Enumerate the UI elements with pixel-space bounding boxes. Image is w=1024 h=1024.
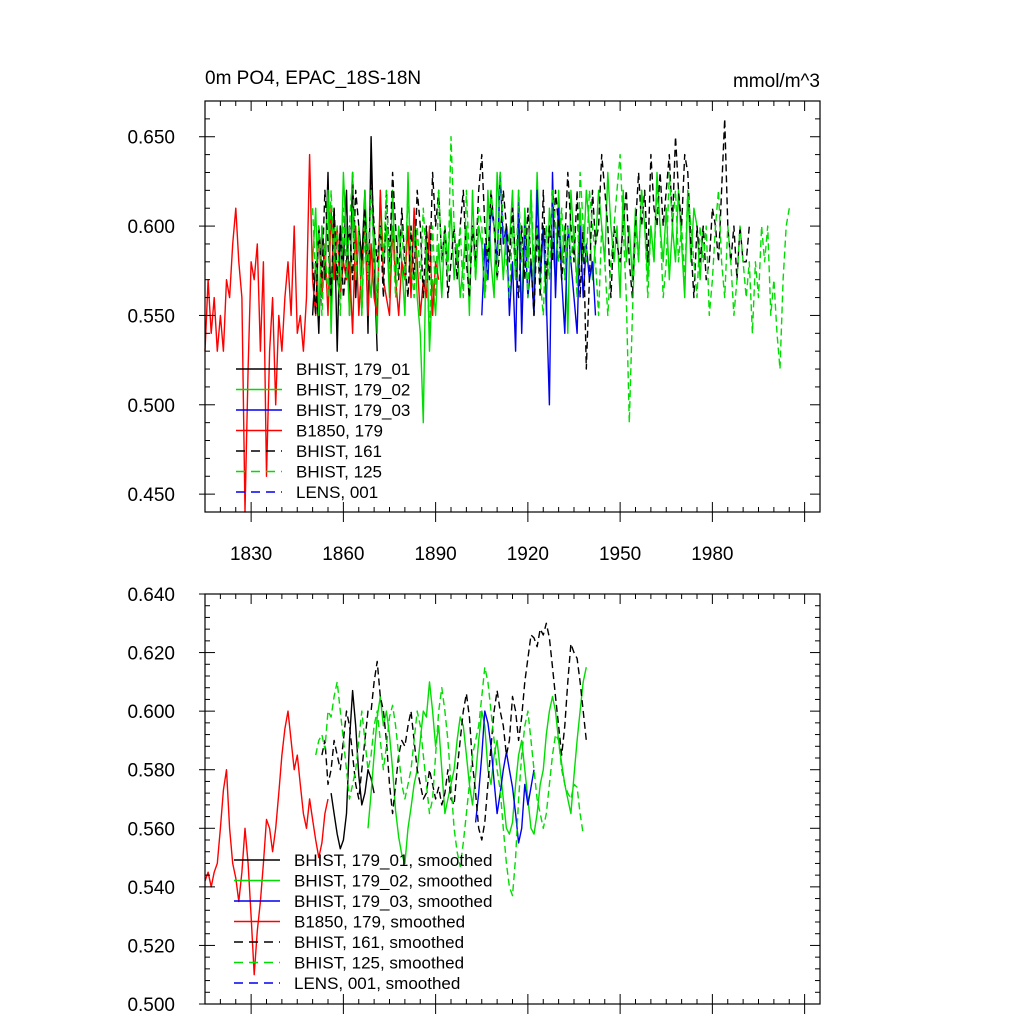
legend-label: LENS, 001 bbox=[296, 483, 378, 502]
x-tick-label: 1950 bbox=[599, 544, 641, 565]
x-tick-label: 1980 bbox=[691, 544, 733, 565]
legend-label: BHIST, 179_02, smoothed bbox=[294, 872, 492, 891]
tick-labels: 1830 1860 1890 1920 1950 1980 0.450 0.500 0.550 0… bbox=[127, 128, 733, 565]
legend-label: BHIST, 179_03, smoothed bbox=[294, 892, 492, 911]
legend-label: BHIST, 179_01, smoothed bbox=[294, 851, 492, 870]
y-tick-label: 0.550 bbox=[127, 306, 175, 327]
legend-label: BHIST, 125, smoothed bbox=[294, 954, 464, 973]
y-tick-label: 0.600 bbox=[127, 217, 175, 238]
legend-label: LENS, 001, smoothed bbox=[294, 974, 460, 993]
series-line-3 bbox=[474, 710, 535, 844]
legend-label: BHIST, 161 bbox=[296, 442, 382, 461]
plot-frame bbox=[204, 593, 821, 1005]
y-tick-label: 0.640 bbox=[127, 585, 175, 606]
legend-label: B1850, 179, smoothed bbox=[294, 913, 465, 932]
units-label: mmol/m^3 bbox=[733, 71, 820, 92]
axis-ticks bbox=[199, 593, 821, 1014]
chart-top-panel: 0m PO4, EPAC_18S-18N mmol/m^3 1830 1860 18… bbox=[127, 68, 821, 565]
series-line-4 bbox=[204, 710, 329, 976]
x-tick-label: 1860 bbox=[322, 544, 364, 565]
y-tick-label: 0.620 bbox=[127, 644, 175, 665]
axis-ticks bbox=[199, 100, 821, 522]
plot-frame bbox=[204, 100, 821, 513]
tick-labels: 0.500 0.520 0.540 0.560 0.580 0.600 0.620 0.640 bbox=[127, 585, 175, 1016]
series-line-5 bbox=[311, 118, 750, 370]
x-tick-label: 1920 bbox=[507, 544, 549, 565]
y-tick-label: 0.650 bbox=[127, 128, 175, 149]
series-group bbox=[204, 118, 790, 513]
legend-label: BHIST, 179_02 bbox=[296, 381, 410, 400]
y-tick-label: 0.540 bbox=[127, 878, 175, 899]
y-tick-label: 0.500 bbox=[127, 995, 175, 1016]
y-tick-label: 0.580 bbox=[127, 761, 175, 782]
chart-title: 0m PO4, EPAC_18S-18N bbox=[205, 68, 421, 89]
y-tick-label: 0.520 bbox=[127, 936, 175, 957]
legend: BHIST, 179_01, smoothed BHIST, 179_02, sm… bbox=[234, 851, 492, 993]
legend-label: B1850, 179 bbox=[296, 422, 383, 441]
chart-bottom-panel: 0.500 0.520 0.540 0.560 0.580 0.600 0.620 0.640… bbox=[127, 585, 821, 1016]
legend-label: BHIST, 179_03 bbox=[296, 401, 410, 420]
y-tick-label: 0.500 bbox=[127, 396, 175, 417]
x-tick-label: 1830 bbox=[230, 544, 272, 565]
series-line-6 bbox=[315, 666, 584, 897]
series-line-4 bbox=[204, 153, 440, 513]
x-tick-label: 1890 bbox=[414, 544, 456, 565]
series-group bbox=[204, 622, 587, 976]
legend-label: BHIST, 179_01 bbox=[296, 360, 410, 379]
series-line-6 bbox=[311, 135, 790, 424]
legend-label: BHIST, 161, smoothed bbox=[294, 933, 464, 952]
y-tick-label: 0.450 bbox=[127, 485, 175, 506]
series-line-5 bbox=[321, 622, 587, 841]
y-tick-label: 0.600 bbox=[127, 702, 175, 723]
y-tick-label: 0.560 bbox=[127, 819, 175, 840]
series-line-2 bbox=[367, 667, 587, 865]
series-line-1 bbox=[330, 689, 375, 850]
legend-label: BHIST, 125 bbox=[296, 463, 382, 482]
